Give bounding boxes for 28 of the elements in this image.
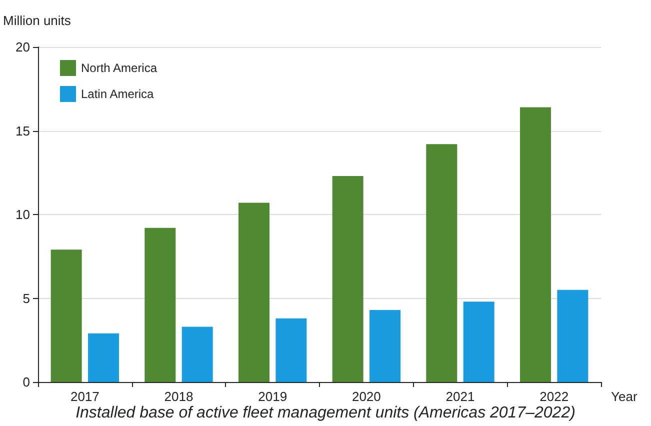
bar (426, 144, 458, 382)
bar (182, 326, 213, 382)
bar (557, 290, 588, 382)
x-tick-label: 2021 (446, 389, 475, 404)
text: Installed base of active fleet management units (Americas 2017–2022) (76, 404, 576, 422)
bar (520, 107, 551, 382)
y-axis-title: Million units (3, 13, 72, 28)
y-tick-label: 5 (22, 290, 30, 306)
bar (144, 228, 176, 382)
bar (88, 333, 120, 382)
bar (50, 250, 82, 382)
bar (370, 310, 401, 382)
bar (276, 318, 307, 382)
x-tick-label: 2018 (164, 389, 194, 404)
y-tick-label: 15 (16, 123, 30, 138)
bar (463, 302, 494, 382)
y-tick-label: 10 (16, 207, 30, 222)
bar (238, 202, 270, 382)
x-tick-label: 2019 (258, 389, 288, 404)
bar (332, 176, 364, 382)
y-tick-label: 20 (16, 40, 30, 54)
x-axis-title: Year (611, 389, 638, 404)
x-tick-label: 2017 (70, 389, 100, 404)
x-tick-label: 2022 (540, 389, 569, 404)
y-tick-label: 0 (22, 374, 30, 390)
x-tick-label: 2020 (352, 389, 381, 404)
legend-label: Latin America (81, 87, 154, 101)
legend-label: North America (81, 61, 158, 75)
